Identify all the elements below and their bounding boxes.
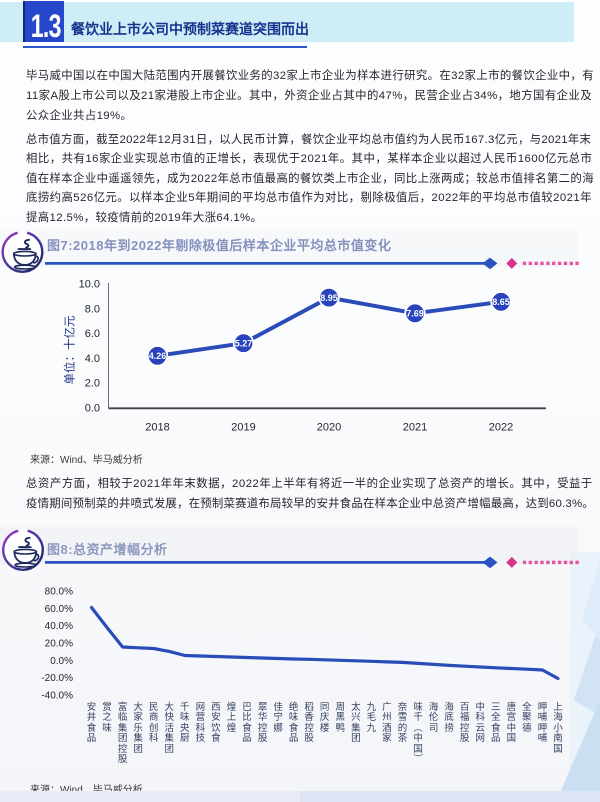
- svg-text:80.0%: 80.0%: [45, 587, 73, 598]
- svg-text:2.0: 2.0: [85, 378, 100, 390]
- svg-text:5.27: 5.27: [235, 338, 253, 348]
- svg-text:2020: 2020: [317, 422, 341, 434]
- svg-text:4.26: 4.26: [149, 351, 167, 361]
- svg-text:0.0%: 0.0%: [50, 656, 73, 667]
- svg-text:2022: 2022: [489, 422, 513, 434]
- svg-text:2018: 2018: [145, 422, 169, 434]
- svg-text:2019: 2019: [231, 422, 255, 434]
- svg-text:10.0: 10.0: [79, 279, 100, 291]
- svg-text:-40.0%: -40.0%: [41, 691, 73, 702]
- svg-text:40.0%: 40.0%: [45, 621, 73, 632]
- svg-text:0.0: 0.0: [85, 403, 100, 415]
- svg-text:7.69: 7.69: [406, 309, 424, 319]
- svg-text:6.0: 6.0: [85, 328, 100, 340]
- svg-text:4.0: 4.0: [85, 353, 100, 365]
- svg-text:8.0: 8.0: [85, 303, 100, 315]
- svg-text:2021: 2021: [403, 422, 427, 434]
- svg-text:60.0%: 60.0%: [45, 604, 73, 615]
- svg-text:8.95: 8.95: [320, 293, 338, 303]
- svg-text:20.0%: 20.0%: [45, 639, 73, 650]
- svg-text:-20.0%: -20.0%: [41, 673, 73, 684]
- svg-text:8.65: 8.65: [492, 297, 510, 307]
- svg-text:单位：十亿元: 单位：十亿元: [63, 315, 77, 384]
